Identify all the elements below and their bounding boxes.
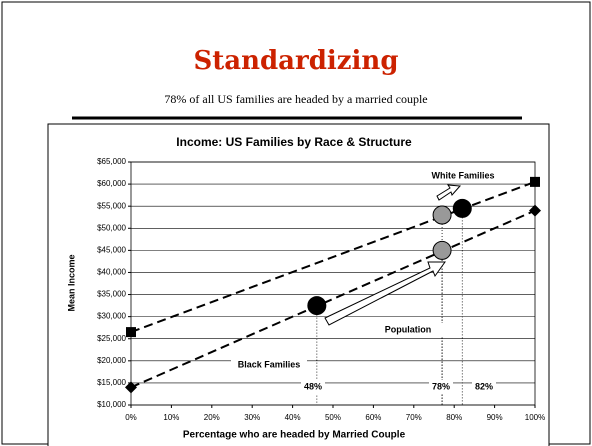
x-tick-label: 0% bbox=[125, 413, 137, 422]
point bbox=[452, 198, 472, 218]
annotation: Population bbox=[385, 324, 432, 334]
trend-line bbox=[130, 209, 536, 389]
marker bbox=[126, 327, 136, 338]
marker bbox=[530, 176, 540, 187]
x-axis-label: Percentage who are headed by Married Cou… bbox=[183, 430, 406, 441]
annotation: 82% bbox=[475, 381, 493, 391]
x-tick-label: 20% bbox=[204, 413, 220, 422]
annotation: Black Families bbox=[238, 359, 301, 369]
y-tick-label: $25,000 bbox=[97, 334, 126, 343]
arrow bbox=[324, 261, 446, 326]
annotation: 48% bbox=[304, 381, 322, 391]
y-tick-label: $10,000 bbox=[97, 400, 126, 409]
y-tick-label: $40,000 bbox=[97, 268, 126, 277]
slide-title: Standardizing bbox=[193, 46, 398, 76]
trend-line bbox=[130, 180, 536, 334]
chart-title: Income: US Families by Race & Structure bbox=[176, 135, 412, 149]
x-tick-label: 30% bbox=[244, 413, 260, 422]
x-tick-label: 40% bbox=[285, 413, 301, 422]
x-tick-label: 100% bbox=[525, 413, 545, 422]
annotation-bg bbox=[425, 169, 501, 183]
y-tick-label: $50,000 bbox=[97, 223, 126, 232]
x-tick-label: 90% bbox=[487, 413, 503, 422]
y-tick-label: $20,000 bbox=[97, 356, 126, 365]
y-tick-label: $15,000 bbox=[97, 378, 126, 387]
y-tick-label: $30,000 bbox=[97, 312, 126, 321]
annotation-bg bbox=[301, 380, 325, 394]
y-tick-label: $45,000 bbox=[97, 245, 126, 254]
annotation-bg bbox=[429, 380, 453, 394]
y-tick-label: $35,000 bbox=[97, 290, 126, 299]
annotation: 78% bbox=[432, 381, 450, 391]
x-tick-label: 50% bbox=[325, 413, 341, 422]
y-tick-label: $65,000 bbox=[97, 157, 126, 166]
y-axis-label: Mean Income bbox=[66, 254, 76, 311]
slide-subtitle: 78% of all US families are headed by a m… bbox=[164, 92, 427, 106]
marker bbox=[529, 204, 541, 217]
x-tick-label: 10% bbox=[163, 413, 179, 422]
point bbox=[432, 240, 452, 260]
marker bbox=[125, 381, 137, 394]
y-tick-label: $60,000 bbox=[97, 179, 126, 188]
x-tick-label: 60% bbox=[365, 413, 381, 422]
point bbox=[307, 296, 327, 316]
annotation-bg bbox=[472, 380, 496, 394]
point bbox=[432, 205, 452, 225]
annotation-bg bbox=[231, 358, 307, 372]
x-tick-label: 80% bbox=[446, 413, 462, 422]
y-tick-label: $55,000 bbox=[97, 201, 126, 210]
arrow bbox=[436, 184, 462, 201]
annotation: White Families bbox=[431, 170, 494, 180]
annotation-bg bbox=[370, 323, 446, 337]
x-tick-label: 70% bbox=[406, 413, 422, 422]
plot-area bbox=[130, 161, 536, 406]
